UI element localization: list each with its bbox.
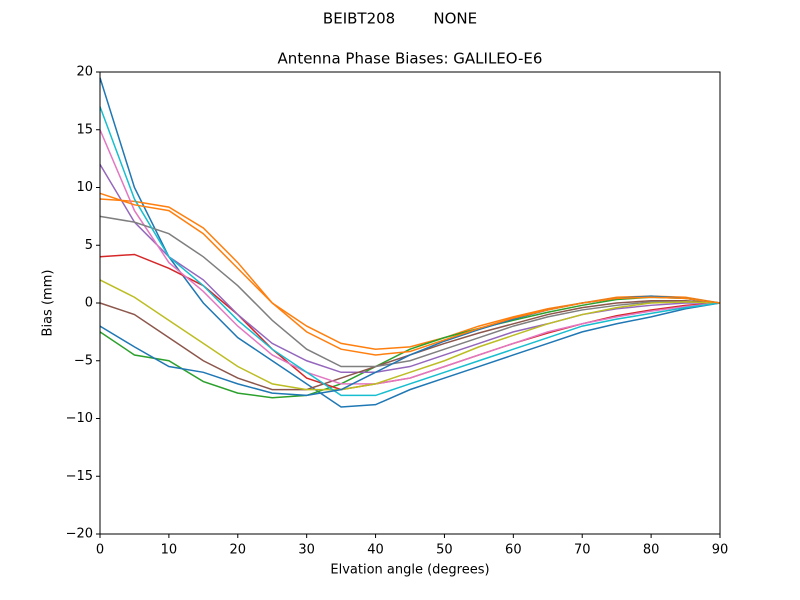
y-tick-label: 15 bbox=[76, 122, 93, 137]
y-tick-label: −10 bbox=[66, 411, 93, 426]
suptitle: BEIBT208 NONE bbox=[323, 10, 477, 28]
series-line bbox=[99, 198, 721, 350]
x-tick-label: 40 bbox=[367, 543, 384, 558]
x-tick-label: 30 bbox=[298, 543, 315, 558]
y-tick-label: −20 bbox=[66, 527, 93, 542]
series-line bbox=[99, 279, 721, 391]
series-line bbox=[99, 215, 721, 368]
plot-frame bbox=[99, 71, 721, 535]
x-tick-label: 20 bbox=[230, 543, 247, 558]
y-tick-label: 5 bbox=[85, 238, 93, 253]
x-tick-label: 60 bbox=[505, 543, 522, 558]
y-tick-label: 20 bbox=[76, 65, 93, 80]
series-line bbox=[99, 77, 721, 408]
y-tick-label: −5 bbox=[74, 353, 93, 368]
series-line bbox=[99, 192, 721, 356]
y-axis-label: Bias (mm) bbox=[41, 270, 56, 337]
y-tick-label: 0 bbox=[85, 296, 93, 311]
x-tick-label: 10 bbox=[161, 543, 178, 558]
series-line bbox=[99, 164, 720, 374]
series-line bbox=[99, 296, 721, 399]
x-tick-label: 50 bbox=[436, 543, 453, 558]
y-tick-label: 10 bbox=[76, 180, 93, 195]
x-tick-label: 90 bbox=[712, 543, 729, 558]
x-axis-label: Elvation angle (degrees) bbox=[330, 563, 489, 578]
series-line bbox=[99, 129, 721, 385]
chart-title: Antenna Phase Biases: GALILEO-E6 bbox=[278, 50, 543, 68]
series-line bbox=[99, 106, 721, 397]
y-tick-label: −15 bbox=[66, 469, 93, 484]
x-tick-label: 0 bbox=[96, 543, 104, 558]
series-line bbox=[99, 295, 721, 397]
x-tick-label: 80 bbox=[643, 543, 660, 558]
x-tick-label: 70 bbox=[574, 543, 591, 558]
